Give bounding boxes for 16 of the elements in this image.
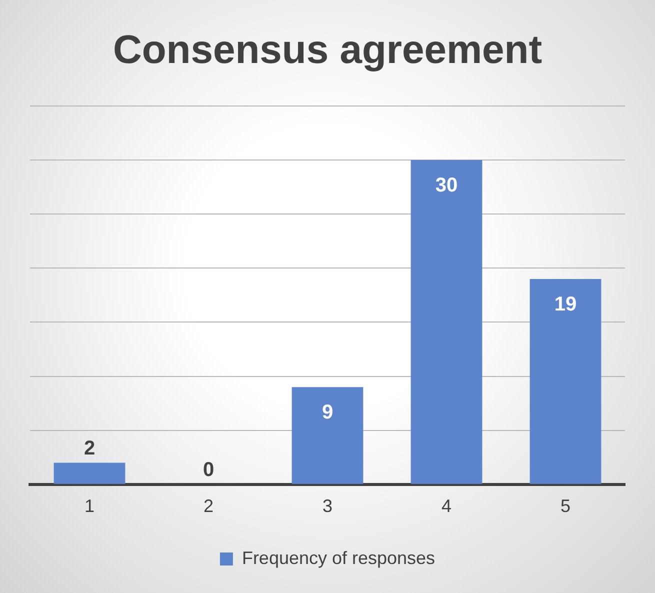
data-label: 9 [322,402,334,424]
x-tick-label: 1 [84,496,95,516]
x-tick-label: 3 [322,496,333,516]
x-tick-label: 5 [560,496,571,516]
data-label: 0 [202,458,214,481]
chart-title: Consensus agreement [112,28,542,72]
data-label: 19 [554,294,577,316]
x-tick-label: 2 [203,496,214,516]
data-label: 2 [84,437,96,460]
bar [530,278,602,484]
bar [292,387,364,484]
x-tick-label: 4 [441,496,452,516]
bar [54,462,126,484]
legend-label: Frequency of responses [242,548,436,568]
data-label: 30 [435,174,458,197]
bar [410,160,482,484]
